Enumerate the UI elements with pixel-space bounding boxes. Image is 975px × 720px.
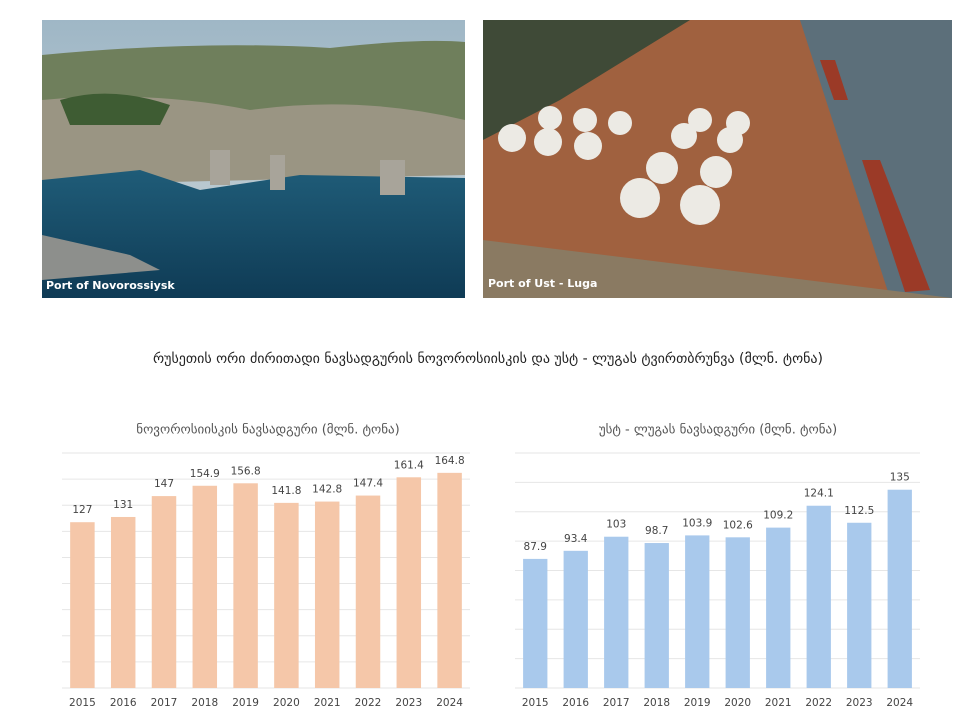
bar bbox=[437, 472, 462, 688]
x-tick-label: 2016 bbox=[562, 697, 589, 709]
value-label: 87.9 bbox=[524, 541, 547, 553]
bar bbox=[887, 489, 912, 688]
value-label: 141.8 bbox=[271, 485, 301, 497]
chart-title: ნოვოროსიისკის ნავსადგური (მლნ. ტონა) bbox=[136, 423, 399, 438]
x-tick-label: 2024 bbox=[886, 697, 913, 709]
bar bbox=[766, 527, 791, 688]
x-tick-label: 2024 bbox=[436, 697, 463, 709]
bar bbox=[725, 537, 750, 688]
bar bbox=[685, 535, 710, 688]
photo-caption: Port of Novorossiysk bbox=[46, 279, 175, 292]
value-label: 147 bbox=[154, 478, 174, 490]
value-label: 112.5 bbox=[844, 505, 874, 517]
value-label: 161.4 bbox=[394, 459, 424, 471]
value-label: 103 bbox=[606, 519, 626, 531]
value-label: 98.7 bbox=[645, 525, 668, 537]
value-label: 109.2 bbox=[763, 510, 793, 522]
x-tick-label: 2015 bbox=[69, 697, 96, 709]
x-tick-label: 2022 bbox=[355, 697, 382, 709]
bar bbox=[355, 495, 381, 688]
x-tick-label: 2018 bbox=[643, 697, 670, 709]
x-tick-label: 2021 bbox=[314, 697, 341, 709]
x-tick-label: 2022 bbox=[805, 697, 832, 709]
value-label: 102.6 bbox=[723, 519, 753, 531]
bar bbox=[563, 550, 588, 688]
value-label: 124.1 bbox=[804, 488, 834, 500]
bar bbox=[192, 485, 218, 688]
x-tick-label: 2020 bbox=[273, 697, 300, 709]
x-tick-label: 2020 bbox=[724, 697, 751, 709]
value-label: 142.8 bbox=[312, 484, 342, 496]
value-label: 135 bbox=[890, 472, 910, 484]
bar bbox=[806, 505, 831, 688]
bar bbox=[274, 502, 299, 688]
x-tick-label: 2021 bbox=[765, 697, 792, 709]
x-tick-label: 2017 bbox=[151, 697, 178, 709]
value-label: 127 bbox=[72, 504, 92, 516]
x-tick-label: 2023 bbox=[395, 697, 422, 709]
bar bbox=[233, 483, 258, 688]
photo-caption: Port of Ust - Luga bbox=[488, 277, 597, 290]
value-label: 156.8 bbox=[231, 465, 261, 477]
bar bbox=[644, 543, 669, 688]
bar bbox=[110, 516, 136, 688]
bar bbox=[604, 536, 629, 688]
bar bbox=[314, 501, 340, 688]
x-tick-label: 2015 bbox=[522, 697, 549, 709]
value-label: 103.9 bbox=[682, 517, 712, 529]
x-tick-label: 2018 bbox=[191, 697, 218, 709]
value-label: 131 bbox=[113, 499, 133, 511]
value-label: 154.9 bbox=[190, 468, 220, 480]
value-label: 147.4 bbox=[353, 478, 383, 490]
main-title: რუსეთის ორი ძირითადი ნავსადგურის ნოვოროს… bbox=[153, 350, 823, 367]
photo-ust-luga: Port of Ust - Luga bbox=[483, 20, 952, 298]
x-tick-label: 2017 bbox=[603, 697, 630, 709]
bar bbox=[151, 496, 177, 688]
bar bbox=[847, 522, 872, 688]
x-tick-label: 2023 bbox=[846, 697, 873, 709]
bar bbox=[396, 477, 422, 688]
photo-novorossiysk: Port of Novorossiysk bbox=[42, 20, 465, 298]
x-tick-label: 2016 bbox=[110, 697, 137, 709]
bar bbox=[70, 522, 95, 688]
x-tick-label: 2019 bbox=[232, 697, 259, 709]
chart-title: უსტ - ლუგას ნავსადგური (მლნ. ტონა) bbox=[599, 423, 837, 438]
x-tick-label: 2019 bbox=[684, 697, 711, 709]
bar bbox=[523, 558, 548, 688]
value-label: 93.4 bbox=[564, 533, 588, 545]
value-label: 164.8 bbox=[435, 455, 465, 467]
